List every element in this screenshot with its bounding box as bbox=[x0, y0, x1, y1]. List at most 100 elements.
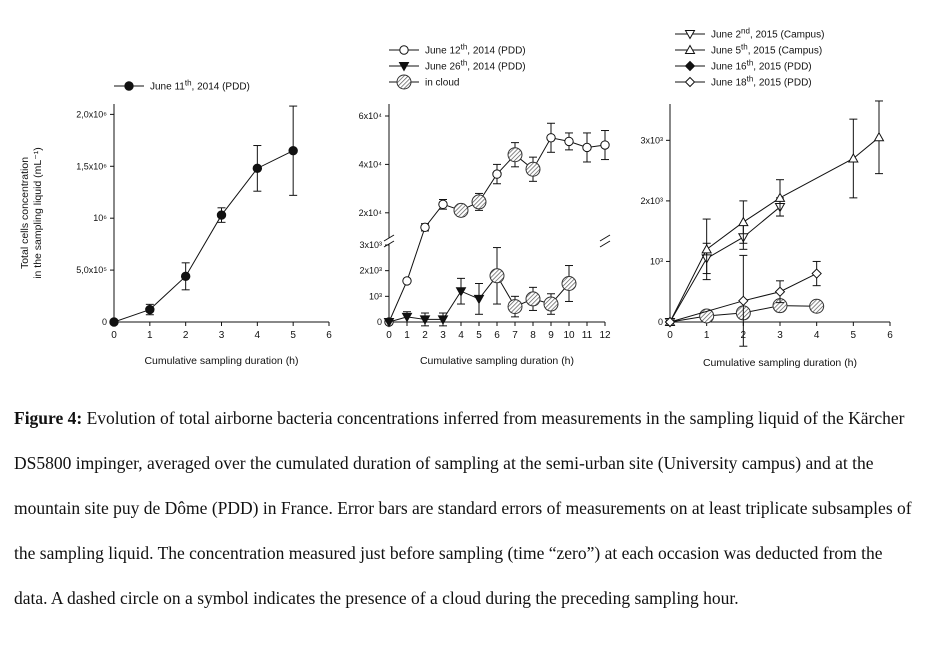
left-chart-x-tick-label: 2 bbox=[183, 330, 189, 341]
left-chart-series-0-point-shape bbox=[288, 146, 298, 156]
right-chart-legend-0-marker-shape bbox=[684, 30, 696, 40]
left-chart-series-0-point bbox=[252, 163, 263, 174]
middle-chart-series-1-point bbox=[543, 296, 559, 312]
middle-chart-x-tick-label: 9 bbox=[548, 330, 554, 341]
right-chart-series-3-point-shape bbox=[664, 316, 676, 328]
middle-chart-y-tick-label: 0 bbox=[377, 317, 382, 327]
right-chart-x-label: Cumulative sampling duration (h) bbox=[703, 357, 857, 369]
middle-chart-series-0-point bbox=[600, 140, 610, 150]
middle-chart-series-0-point bbox=[471, 194, 487, 210]
left-chart-series-0-point-shape bbox=[145, 304, 155, 315]
middle-chart-series-1-point bbox=[489, 268, 505, 284]
right-chart-legend-1-marker-shape bbox=[684, 44, 696, 54]
middle-chart-series-0-point-cloud bbox=[525, 161, 541, 177]
middle-chart-series-0-point bbox=[402, 276, 412, 286]
middle-chart-x-tick-label: 5 bbox=[476, 330, 482, 341]
right-chart-legend-2-marker bbox=[684, 60, 696, 72]
middle-chart-series-0-point-shape bbox=[492, 169, 502, 179]
middle-chart-axis-break-mark bbox=[599, 240, 611, 248]
middle-chart-x-tick-label: 2 bbox=[422, 330, 428, 341]
right-chart-series-1-point-shape bbox=[737, 216, 749, 227]
right-chart-series-3-line bbox=[669, 273, 817, 323]
right-chart-series-3-point-shape bbox=[811, 268, 822, 279]
middle-chart-series-1-point bbox=[525, 291, 541, 307]
figure-caption: Figure 4: Evolution of total airborne ba… bbox=[14, 396, 914, 621]
middle-chart-series-0-point-shape bbox=[420, 222, 430, 233]
middle-chart-series-0-point-shape bbox=[402, 276, 412, 286]
right-chart-legend-2-marker-shape bbox=[684, 60, 696, 72]
middle-chart-axis-break-mark bbox=[599, 234, 611, 242]
left-chart-x-tick-label: 1 bbox=[147, 330, 153, 341]
middle-chart-x-label: Cumulative sampling duration (h) bbox=[420, 355, 574, 367]
right-chart-series-2-point bbox=[809, 298, 825, 314]
middle-chart-legend-1-label: June 26th, 2014 (PDD) bbox=[425, 59, 526, 73]
right-chart-series-3-point bbox=[738, 295, 749, 307]
right-chart-legend-3-marker bbox=[684, 76, 696, 88]
middle-chart-y-tick-label: 2x10³ bbox=[359, 266, 382, 276]
right-chart-y-tick-label: 0 bbox=[658, 317, 663, 327]
right-chart-series-1-point bbox=[847, 152, 859, 163]
left-chart-x-tick-label: 0 bbox=[111, 330, 117, 341]
left-chart-y-tick-label: 1,5x10⁶ bbox=[76, 161, 107, 171]
middle-chart-y-tick-label: 4x10⁴ bbox=[359, 159, 383, 169]
middle-chart-legend-2-label: in cloud bbox=[425, 78, 459, 89]
left-chart-series-0-point bbox=[180, 271, 191, 282]
middle-chart-legend-1-marker-shape bbox=[398, 62, 410, 72]
middle-chart-x-tick-label: 4 bbox=[458, 330, 464, 341]
middle-chart-series-0-point bbox=[564, 136, 574, 147]
middle-chart-axis-break-gap bbox=[599, 238, 611, 244]
right-chart-series-1-point-shape bbox=[847, 152, 859, 163]
caption-text: Evolution of total airborne bacteria con… bbox=[14, 408, 912, 608]
middle-chart-series-0-point-shape bbox=[546, 133, 556, 143]
right-chart-y-tick-label: 10³ bbox=[650, 256, 663, 266]
middle-chart-series-0-point bbox=[582, 142, 592, 153]
middle-chart-series-1-point bbox=[561, 276, 577, 291]
middle-chart-x-tick-label: 11 bbox=[582, 330, 593, 341]
right-chart-series-3-point-shape bbox=[738, 295, 749, 307]
right-chart-legend-0-marker bbox=[684, 30, 696, 40]
left-chart-series-0-point-shape bbox=[252, 163, 263, 174]
middle-chart-series-1-point bbox=[383, 318, 395, 328]
right-chart-series-3-point bbox=[774, 286, 786, 297]
right-chart-series-0-line bbox=[669, 206, 781, 323]
middle-chart-series-1-point-cloud bbox=[543, 296, 559, 312]
left-chart-series-0-point bbox=[145, 304, 155, 315]
middle-chart-x-tick-label: 0 bbox=[386, 330, 392, 341]
middle-chart-series-0-point-shape bbox=[564, 136, 574, 147]
middle-chart-series-1-point bbox=[419, 315, 431, 325]
left-chart-x-tick-label: 6 bbox=[326, 330, 332, 341]
left-chart-y-label: Total cells concentrationin the sampling… bbox=[19, 147, 44, 279]
middle-chart-series-1-point bbox=[473, 294, 485, 305]
right-chart-x-tick-label: 6 bbox=[887, 330, 893, 341]
left-chart-series-0-point-shape bbox=[109, 317, 119, 327]
middle-chart-legend-0-label: June 12th, 2014 (PDD) bbox=[425, 43, 526, 57]
middle-chart-series-0-point-cloud bbox=[507, 147, 523, 163]
middle-chart-series-0-point bbox=[453, 202, 469, 218]
middle-chart-series-1-point bbox=[455, 287, 467, 297]
middle-chart-legend-2-marker-shape bbox=[396, 74, 412, 90]
right-chart-series-1-point bbox=[873, 131, 885, 142]
middle-chart-x-tick-label: 8 bbox=[530, 330, 536, 341]
middle-chart-series-0-point bbox=[438, 199, 448, 210]
right-chart-series-1-point-shape bbox=[873, 131, 885, 142]
left-chart-x-tick-label: 3 bbox=[219, 330, 225, 341]
middle-chart-x-tick-label: 12 bbox=[599, 330, 611, 341]
left-chart-legend-0-label: June 11th, 2014 (PDD) bbox=[150, 79, 250, 93]
middle-chart-axis-break-gap bbox=[383, 238, 395, 244]
middle-chart-series-0-point bbox=[525, 161, 541, 177]
middle-chart-series-1-point-cloud bbox=[561, 276, 577, 291]
left-chart-y-tick-label: 0 bbox=[102, 317, 107, 327]
middle-chart-y-tick-label: 3x10³ bbox=[359, 240, 382, 250]
middle-chart-x-tick-label: 7 bbox=[512, 330, 518, 341]
left-chart-legend-0-marker bbox=[124, 81, 134, 91]
middle-chart-series-1-point-cloud bbox=[489, 268, 505, 284]
left-chart-x-label: Cumulative sampling duration (h) bbox=[144, 355, 298, 367]
right-chart-series-1-point bbox=[774, 192, 786, 202]
middle-chart-series-0-point-shape bbox=[600, 140, 610, 150]
middle-chart-series-1-point-shape bbox=[401, 312, 413, 323]
right-chart-series-2-point-cloud bbox=[809, 298, 825, 314]
right-chart-series-3-point-shape bbox=[774, 286, 786, 297]
middle-chart-series-1-point-shape bbox=[419, 315, 431, 325]
middle-chart-series-0-point bbox=[420, 222, 430, 233]
